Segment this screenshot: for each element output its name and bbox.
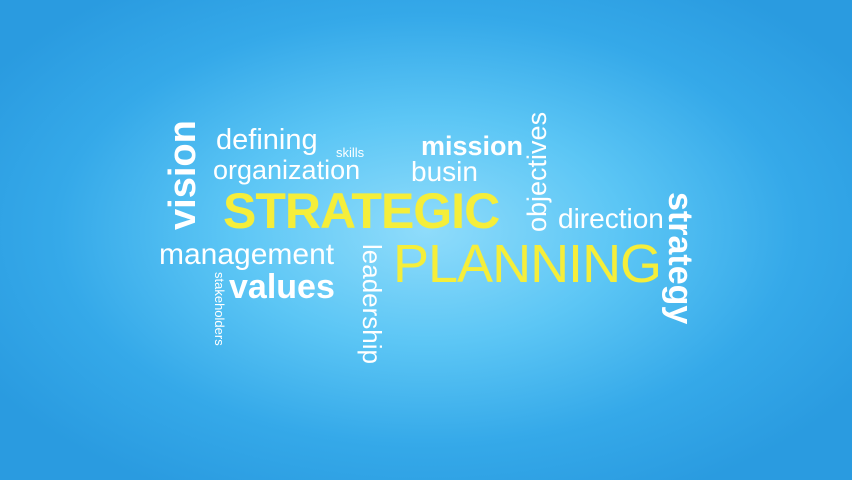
word-busin: busin	[411, 156, 478, 187]
word-mission: mission	[421, 131, 524, 161]
word-planning: PLANNING	[393, 234, 662, 294]
word-management: management	[159, 238, 335, 271]
word-strategic: STRATEGIC	[223, 183, 500, 239]
word-leadership: leadership	[357, 244, 387, 364]
word-objectives: objectives	[522, 111, 552, 232]
word-organization: organization	[213, 155, 361, 185]
word-vision: vision	[162, 120, 204, 230]
word-values: values	[229, 268, 335, 306]
word-defining: defining	[216, 124, 318, 156]
word-direction: direction	[558, 203, 664, 234]
word-strategy: strategy	[661, 192, 699, 325]
word-stakeholders: stakeholders	[212, 272, 227, 346]
word-skills: skills	[336, 145, 365, 160]
